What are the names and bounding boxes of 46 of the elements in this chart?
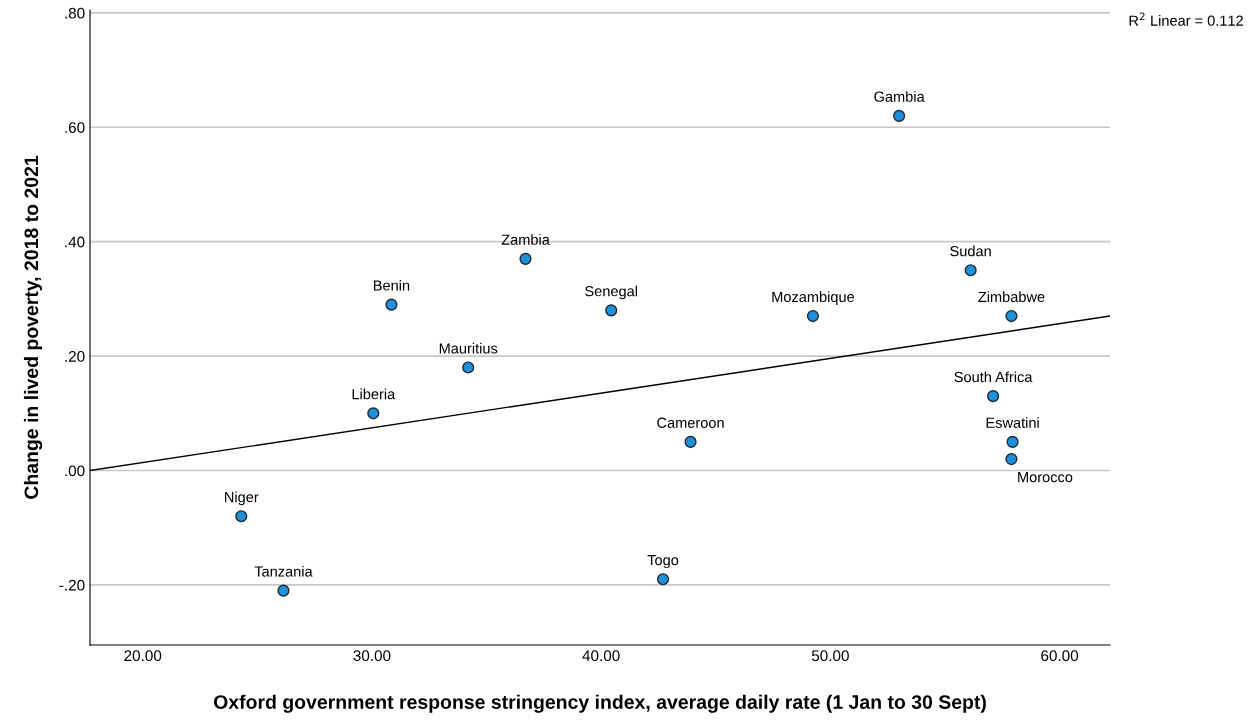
y-tick-label: -.20 [59,579,85,591]
annotation: Mauritius [439,342,498,354]
y-tick-label: .00 [65,465,85,477]
annotation: Benin [373,279,410,291]
text: R$^{2}$ Linear = 0.112 [1129,12,1243,26]
annotation: Senegal [585,285,638,300]
point [605,304,618,317]
annotation: Cameroon [657,417,724,428]
point [806,309,820,323]
point [385,298,398,311]
annotation: Sudan [950,245,991,257]
x-tick-label: 50.00 [811,650,849,662]
annotation: Mozambique [772,291,855,305]
point [277,584,290,597]
point [519,252,532,265]
point [684,435,697,448]
y-tick-label: .80 [65,7,85,19]
annotation: Gambia [874,91,925,102]
annotation: South Africa [954,371,1033,383]
x-tick-label: 20.00 [124,650,162,662]
y-tick-label: .40 [65,236,85,248]
point [367,407,380,420]
annotation: Morocco [1018,472,1073,483]
x-tick-label: 30.00 [353,650,391,662]
x-tick-label: 40.00 [582,650,620,662]
point [1005,309,1018,323]
point [987,390,1000,403]
y-tick-label: .60 [65,122,85,133]
y-axis-title: Change in lived poverty, 2018 to 2021 [23,155,43,499]
annotation: Liberia [352,388,396,400]
annotation: Tanzania [254,565,313,577]
annotation: Togo [647,555,679,569]
annotation: Niger [225,491,259,506]
point [462,361,475,374]
y-tick-label: .20 [65,350,85,362]
x-axis-title: Oxford government response stringency index, average daily rate (1 Jan to 30 Sept) [213,694,986,713]
annotation: Eswatini [986,417,1039,428]
point [1006,435,1019,448]
point [656,573,670,586]
annotation: Zambia [501,234,550,245]
point [235,510,248,523]
annotation: Zimbabwe [978,291,1045,303]
point [893,109,906,122]
point [964,264,977,277]
x-tick-label: 60.00 [1041,650,1079,662]
point [1005,453,1018,466]
